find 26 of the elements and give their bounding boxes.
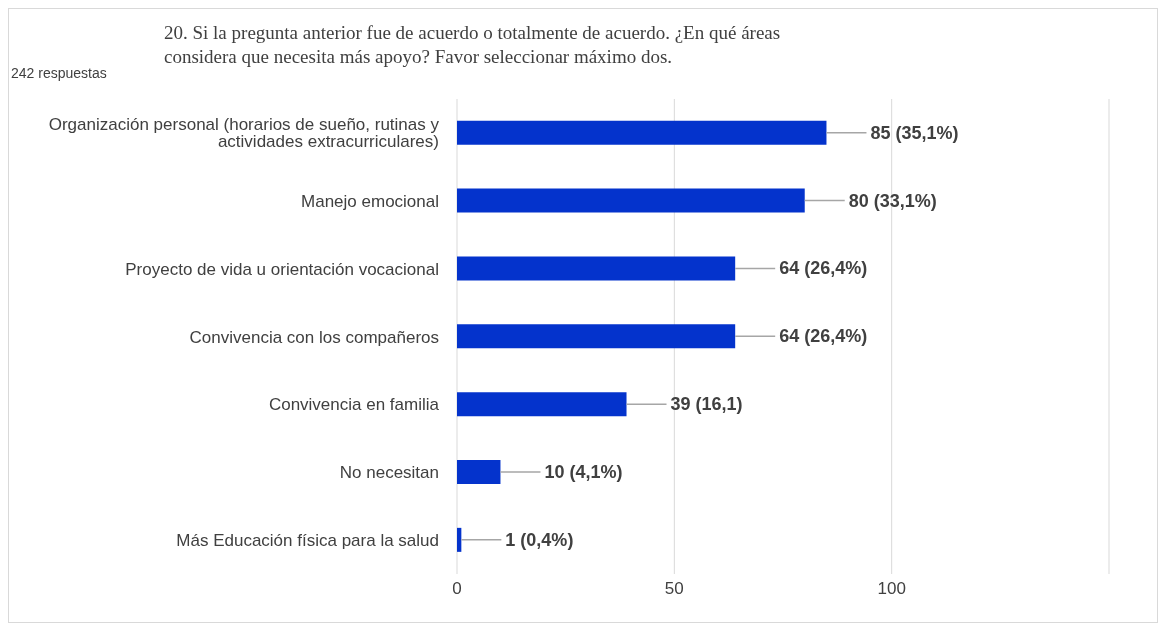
data-label: 85 (35,1%) [870, 122, 959, 143]
bar [457, 527, 462, 552]
data-label: 1 (0,4%) [505, 529, 574, 550]
y-tick-label: No necesitan [339, 463, 439, 483]
bar [457, 324, 736, 349]
bar [457, 188, 805, 213]
data-label: 39 (16,1) [670, 394, 743, 415]
y-tick-label: Convivencia en familia [268, 395, 440, 415]
bar [457, 460, 501, 484]
data-label: 64 (26,4%) [779, 326, 868, 347]
data-label: 64 (26,4%) [779, 258, 868, 279]
y-tick-label: Más Educación física para la salud [176, 531, 439, 551]
y-tick-label: Manejo emocional [301, 191, 439, 211]
x-tick-label: 50 [664, 579, 684, 599]
y-tick-label: Proyecto de vida u orientación vocacional [125, 259, 439, 279]
data-label: 10 (4,1%) [544, 462, 623, 482]
x-tick-label: 100 [877, 579, 906, 599]
y-tick-label: Convivencia con los compañeros [189, 327, 439, 347]
bar [457, 392, 627, 417]
data-label: 80 (33,1%) [848, 190, 937, 211]
x-tick-label: 0 [452, 579, 462, 599]
chart-title: 20. Si la pregunta anterior fue de acuerdo o totalmente de acuerdo. ¿En qué áreas considera que necesita más apoyo? Favor seleccionar máximo dos. [164, 21, 782, 69]
y-tick-label: Organización personal (horarios de sueño, rutinas y actividades extracurriculares) [48, 115, 440, 152]
bar [457, 120, 827, 145]
bar [457, 256, 736, 281]
text: 242 respuestas [11, 65, 107, 81]
